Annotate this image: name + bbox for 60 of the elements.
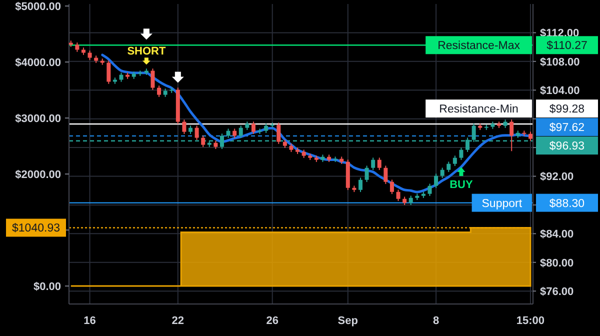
annotation: Resistance-Max — [438, 40, 520, 52]
candlestick — [182, 119, 186, 134]
annotation: BUY — [450, 178, 474, 191]
candlestick — [226, 128, 230, 138]
candlestick — [157, 85, 162, 98]
candlestick — [390, 179, 394, 195]
x-tick-label: 15:00 — [516, 315, 545, 327]
candlestick — [251, 121, 256, 134]
ref-line-label: $96.93 — [549, 140, 585, 153]
y2-tick-label: $0.00 — [33, 281, 61, 294]
x-tick-label: Sep — [338, 315, 358, 327]
candlestick — [371, 157, 376, 171]
ref-line-label: $88.30 — [549, 198, 585, 210]
x-tick-label: 22 — [172, 315, 184, 327]
candlestick — [88, 50, 92, 60]
candlestick — [364, 165, 369, 182]
candlestick — [452, 155, 457, 166]
candlestick — [75, 42, 80, 52]
ref-line-label: $1040.93 — [12, 222, 60, 235]
candlestick — [384, 165, 388, 184]
y-tick-label: $104.00 — [540, 85, 580, 98]
candlestick — [238, 125, 243, 138]
candlestick — [408, 195, 413, 206]
x-tick-label: 16 — [84, 315, 96, 327]
candlestick — [194, 125, 199, 140]
y2-tick-label: $3000.00 — [15, 113, 61, 126]
y-tick-label: $84.00 — [540, 228, 574, 241]
annotation: SHORT — [127, 46, 166, 58]
y2-tick-label: $4000.00 — [15, 57, 61, 70]
y-tick-label: $76.00 — [540, 286, 574, 298]
candlestick — [528, 131, 532, 142]
ref-line-label: $110.27 — [546, 40, 588, 52]
candlestick — [220, 133, 224, 150]
candlestick — [446, 161, 451, 173]
candlestick — [428, 183, 432, 196]
candlestick — [201, 135, 206, 148]
candlestick — [232, 128, 237, 138]
candlestick — [264, 123, 268, 134]
candlestick — [150, 68, 155, 90]
y2-tick-label: $5000.00 — [15, 1, 61, 14]
x-tick-label: 26 — [266, 315, 278, 327]
candlestick — [510, 119, 514, 152]
candlestick — [396, 189, 400, 202]
candlestick — [358, 177, 362, 193]
annotation: Support — [482, 198, 523, 210]
candlestick — [440, 167, 444, 178]
candlestick — [276, 122, 281, 144]
ref-line-label: $99.28 — [549, 104, 585, 116]
y-tick-label: $80.00 — [540, 257, 574, 270]
y-tick-label: $92.00 — [540, 171, 574, 184]
candlestick — [434, 173, 438, 189]
ref-line-label: $97.62 — [549, 122, 585, 134]
x-tick-label: 8 — [432, 315, 440, 327]
candlestick — [119, 72, 124, 82]
y-tick-label: $108.00 — [540, 56, 580, 68]
candlestick — [377, 157, 382, 171]
y2-tick-label: $2000.00 — [15, 169, 61, 182]
candlestick — [459, 147, 464, 160]
candlestick — [106, 60, 111, 84]
annotation: Resistance-Min — [439, 104, 518, 116]
